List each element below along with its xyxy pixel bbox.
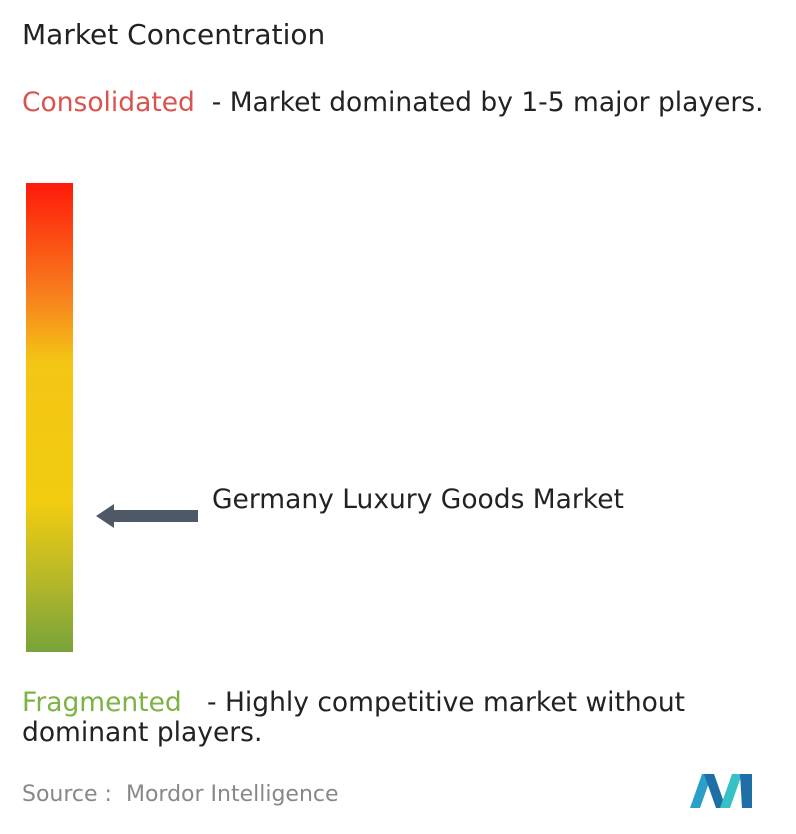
fragmented-label: Fragmented: [22, 687, 182, 718]
logo: [690, 774, 752, 808]
fragmented-text: Fragmented - Highly competitive market w…: [22, 688, 792, 748]
market-label: Germany Luxury Goods Market: [212, 484, 624, 515]
source-name: Mordor Intelligence: [125, 782, 339, 807]
gradient-bar: [26, 183, 73, 652]
consolidated-label: Consolidated: [22, 87, 195, 118]
consolidated-description: - Market dominated by 1-5 major players.: [211, 87, 764, 118]
arrow: [96, 504, 198, 528]
source: Source : Mordor Intelligence: [22, 782, 339, 807]
source-label: Source :: [22, 782, 112, 807]
title: Market Concentration: [22, 18, 326, 51]
fragmented-description: - Highly competitive market without domi…: [22, 687, 686, 748]
consolidated-text: Consolidated - Market dominated by 1-5 m…: [22, 88, 792, 118]
